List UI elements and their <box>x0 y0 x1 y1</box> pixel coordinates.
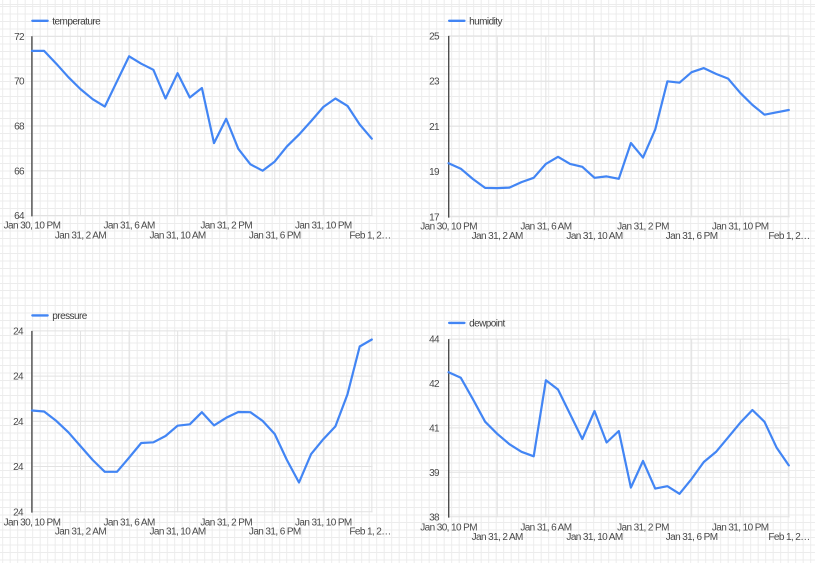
svg-text:Feb 1, 2…: Feb 1, 2… <box>768 532 809 543</box>
svg-text:temperature: temperature <box>52 16 101 27</box>
svg-text:Feb 1, 2…: Feb 1, 2… <box>768 231 809 242</box>
svg-text:64: 64 <box>14 211 25 222</box>
svg-text:38: 38 <box>429 512 440 523</box>
svg-text:Jan 31, 2 AM: Jan 31, 2 AM <box>55 230 106 241</box>
svg-text:Jan 31, 6 AM: Jan 31, 6 AM <box>520 523 571 534</box>
svg-text:42: 42 <box>429 379 440 390</box>
svg-text:Jan 31, 10 PM: Jan 31, 10 PM <box>295 221 352 232</box>
svg-text:Jan 31, 10 AM: Jan 31, 10 AM <box>150 230 206 241</box>
svg-text:17: 17 <box>429 212 440 223</box>
svg-text:24: 24 <box>13 462 24 473</box>
svg-text:Jan 31, 2 PM: Jan 31, 2 PM <box>200 518 252 529</box>
svg-text:Jan 30, 10 PM: Jan 30, 10 PM <box>4 221 61 232</box>
svg-text:Jan 31, 6 PM: Jan 31, 6 PM <box>666 231 718 242</box>
svg-text:Jan 31, 6 PM: Jan 31, 6 PM <box>249 526 301 537</box>
svg-text:humidity: humidity <box>469 16 502 27</box>
svg-text:72: 72 <box>14 32 25 43</box>
svg-text:Jan 31, 6 AM: Jan 31, 6 AM <box>104 221 155 232</box>
svg-text:Jan 30, 10 PM: Jan 30, 10 PM <box>420 222 477 233</box>
svg-text:19: 19 <box>429 167 440 178</box>
svg-text:41: 41 <box>429 424 440 435</box>
svg-text:dewpoint: dewpoint <box>469 319 505 330</box>
svg-text:66: 66 <box>14 166 25 177</box>
svg-text:Jan 31, 2 AM: Jan 31, 2 AM <box>55 526 106 537</box>
svg-text:24: 24 <box>13 417 24 428</box>
svg-text:Feb 1, 2…: Feb 1, 2… <box>349 526 390 537</box>
svg-text:Jan 31, 10 PM: Jan 31, 10 PM <box>295 518 352 529</box>
svg-text:Feb 1, 2…: Feb 1, 2… <box>349 230 390 241</box>
svg-text:Jan 31, 10 AM: Jan 31, 10 AM <box>150 526 206 537</box>
svg-text:Jan 31, 6 PM: Jan 31, 6 PM <box>249 230 301 241</box>
svg-text:Jan 31, 2 AM: Jan 31, 2 AM <box>472 231 523 242</box>
svg-text:25: 25 <box>429 32 440 43</box>
svg-text:24: 24 <box>13 372 24 383</box>
svg-text:44: 44 <box>429 335 440 346</box>
svg-text:Jan 31, 2 PM: Jan 31, 2 PM <box>617 523 669 534</box>
svg-text:Jan 31, 6 AM: Jan 31, 6 AM <box>104 518 155 529</box>
svg-text:Jan 30, 10 PM: Jan 30, 10 PM <box>4 518 61 529</box>
svg-text:39: 39 <box>429 468 440 479</box>
svg-text:Jan 31, 10 AM: Jan 31, 10 AM <box>566 231 622 242</box>
svg-text:Jan 31, 6 PM: Jan 31, 6 PM <box>666 532 718 543</box>
svg-text:70: 70 <box>14 77 25 88</box>
svg-text:24: 24 <box>13 507 24 518</box>
svg-text:Jan 31, 10 AM: Jan 31, 10 AM <box>566 532 622 543</box>
svg-text:Jan 31, 2 PM: Jan 31, 2 PM <box>200 221 252 232</box>
svg-text:Jan 30, 10 PM: Jan 30, 10 PM <box>420 523 477 534</box>
svg-text:Jan 31, 10 PM: Jan 31, 10 PM <box>712 523 769 534</box>
svg-text:Jan 31, 6 AM: Jan 31, 6 AM <box>520 222 571 233</box>
svg-text:21: 21 <box>429 122 440 133</box>
svg-text:68: 68 <box>14 122 25 133</box>
svg-text:23: 23 <box>429 77 440 88</box>
svg-text:Jan 31, 2 PM: Jan 31, 2 PM <box>617 222 669 233</box>
svg-text:pressure: pressure <box>52 311 87 322</box>
svg-text:24: 24 <box>13 327 24 338</box>
svg-text:Jan 31, 10 PM: Jan 31, 10 PM <box>712 222 769 233</box>
svg-text:Jan 31, 2 AM: Jan 31, 2 AM <box>472 532 523 543</box>
